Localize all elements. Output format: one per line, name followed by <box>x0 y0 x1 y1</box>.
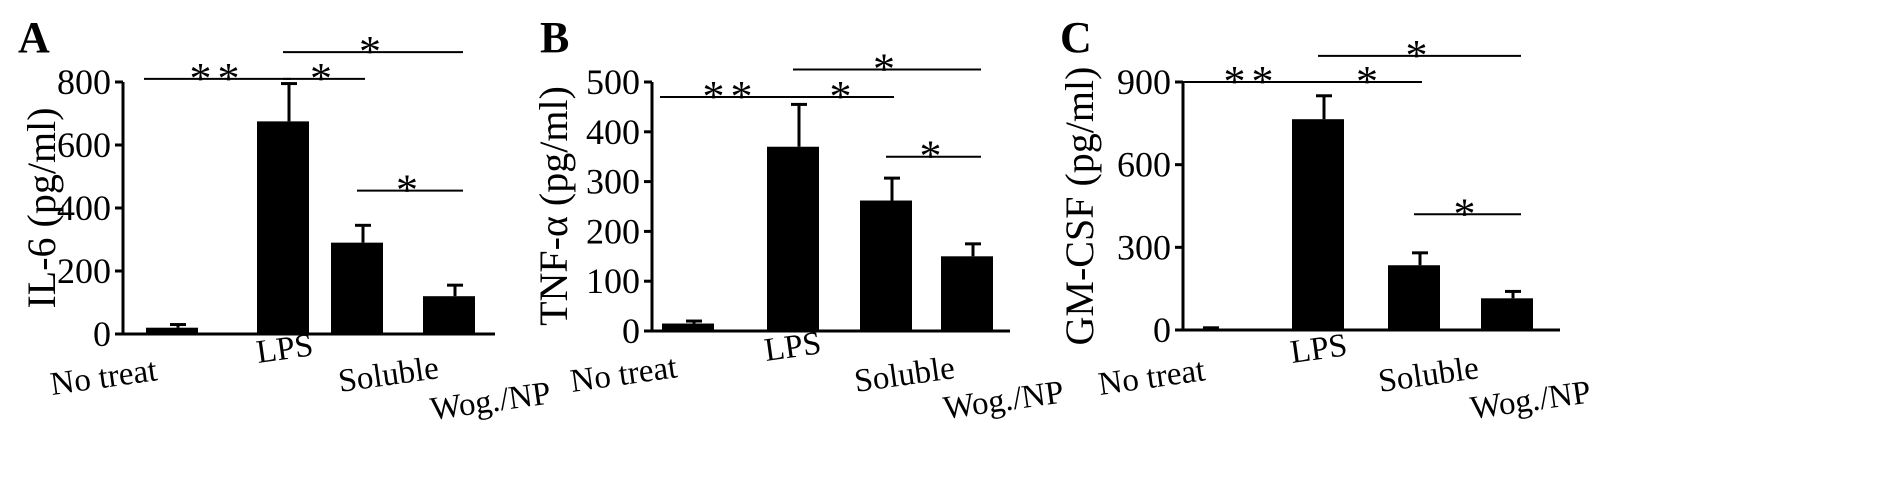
significance-star-3: * <box>396 166 424 215</box>
panel-letter: C <box>1060 13 1092 62</box>
x-tick-label-3: Wog./NP <box>941 374 1066 427</box>
y-tick-label: 200 <box>586 211 640 251</box>
bar-3 <box>1481 298 1533 330</box>
significance-star-2: * <box>359 27 387 76</box>
bar-2 <box>860 200 912 331</box>
x-tick-label-3: Wog./NP <box>1468 374 1593 427</box>
x-tick-label-1: LPS <box>1288 327 1349 371</box>
y-tick-label: 200 <box>57 251 111 291</box>
y-tick-label: 500 <box>586 62 640 102</box>
y-tick-label: 600 <box>1117 145 1171 185</box>
bar-0 <box>662 323 714 331</box>
bar-2 <box>1388 265 1440 330</box>
y-tick-label: 400 <box>57 188 111 228</box>
bar-3 <box>423 296 475 334</box>
significance-star-0: ** <box>703 72 759 121</box>
bar-1 <box>257 121 309 334</box>
y-axis-title: IL-6 (pg/ml) <box>19 107 64 308</box>
y-axis-title: TNF-α (pg/ml) <box>531 86 576 326</box>
y-axis-title: GM-CSF (pg/ml) <box>1057 67 1102 346</box>
bar-0 <box>146 327 198 334</box>
significance-star-3: * <box>1454 189 1482 238</box>
significance-star-0: ** <box>190 54 246 103</box>
x-tick-label-1: LPS <box>762 325 823 369</box>
bar-0 <box>1179 328 1231 330</box>
significance-star-0: ** <box>1224 57 1280 106</box>
significance-star-1: * <box>1356 57 1384 106</box>
y-tick-label: 0 <box>622 311 640 351</box>
panel-A: A 0 200 400 600 800 IL-6 (pg/ml) No treat LPS Sol… <box>18 13 553 428</box>
panel-letter: B <box>540 13 569 62</box>
bar-1 <box>1292 119 1344 330</box>
y-tick-label: 0 <box>1153 310 1171 350</box>
significance-star-2: * <box>873 45 901 94</box>
y-tick-label: 400 <box>586 112 640 152</box>
panel-letter: A <box>18 13 50 62</box>
x-tick-label-3: Wog./NP <box>428 375 553 428</box>
x-tick-label-0: No treat <box>568 349 679 400</box>
y-tick-label: 600 <box>57 125 111 165</box>
y-tick-label: 800 <box>57 62 111 102</box>
y-tick-label: 300 <box>586 162 640 202</box>
significance-star-3: * <box>920 132 948 181</box>
significance-star-1: * <box>830 72 858 121</box>
bar-2 <box>331 242 383 334</box>
significance-star-2: * <box>1406 31 1434 80</box>
x-tick-label-0: No treat <box>1096 352 1207 403</box>
panel-C: C 0 300 600 900 GM-CSF (pg/ml) No treat LPS Solu… <box>1057 13 1593 427</box>
x-tick-label-2: Soluble <box>336 350 441 400</box>
bar-1 <box>767 146 819 331</box>
y-tick-label: 100 <box>586 261 640 301</box>
y-tick-label: 300 <box>1117 227 1171 267</box>
significance-star-1: * <box>310 54 338 103</box>
y-tick-label: 900 <box>1117 62 1171 102</box>
bar-3 <box>941 256 993 331</box>
y-tick-label: 0 <box>93 314 111 354</box>
x-tick-label-2: Soluble <box>1376 350 1481 400</box>
x-tick-label-0: No treat <box>48 352 159 403</box>
x-tick-label-1: LPS <box>254 327 315 371</box>
